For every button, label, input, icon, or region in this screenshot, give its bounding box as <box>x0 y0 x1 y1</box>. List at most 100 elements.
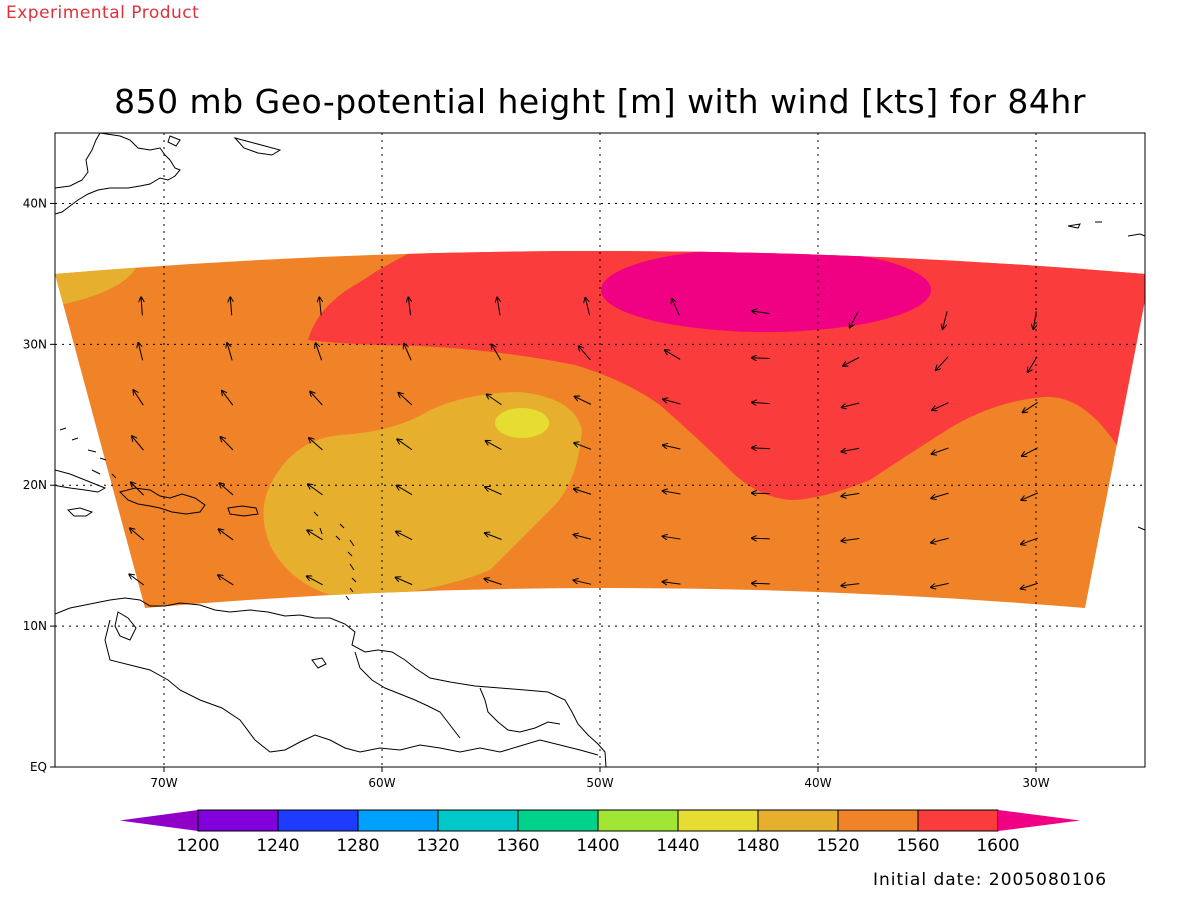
wind-arrow <box>404 344 412 361</box>
wind-arrow <box>579 346 591 361</box>
wind-vectors <box>129 297 1039 588</box>
guyana-boundary <box>479 687 561 733</box>
wind-arrow <box>398 393 413 406</box>
wind-arrow <box>574 535 592 540</box>
wind-arrow <box>487 394 502 406</box>
wind-arrow <box>492 345 502 361</box>
lon-label: 70W <box>150 776 177 790</box>
wind-arrow <box>752 311 770 314</box>
axis-labels: 70W 60W 50W 40W 30W 40N 30N 20N 10N EQ <box>23 196 1050 790</box>
colorbar-segment <box>517 809 599 832</box>
geopotential-field <box>55 251 1145 608</box>
wind-arrow <box>219 529 234 541</box>
wind-arrow <box>131 482 144 496</box>
south-america-interior <box>104 619 599 756</box>
wind-arrow <box>230 297 231 316</box>
river-boundary <box>354 651 461 739</box>
wind-arrow <box>943 311 948 328</box>
hispaniola-coast <box>119 487 206 515</box>
wind-arrow <box>932 447 949 454</box>
wind-arrow <box>663 582 681 584</box>
coastlines <box>55 133 1145 767</box>
wind-arrow <box>841 538 860 540</box>
colorbar-segment <box>917 809 999 832</box>
chart-title: 850 mb Geo-potential height [m] with win… <box>114 82 1086 121</box>
south-america-coast <box>55 597 607 767</box>
colorbar-segment <box>437 809 519 832</box>
lon-label: 50W <box>586 776 613 790</box>
wind-arrow <box>486 441 502 450</box>
lon-label: 30W <box>1022 776 1049 790</box>
jamaica-coast <box>66 507 94 517</box>
wind-arrow <box>485 487 502 495</box>
colorbar-label: 1560 <box>896 836 939 856</box>
north-america-coast <box>55 133 181 215</box>
initial-date-label: Initial date: 2005080106 <box>873 870 1108 890</box>
wind-arrow <box>129 574 145 586</box>
wind-arrow <box>842 402 860 407</box>
colorbar-segment <box>597 809 679 832</box>
wind-arrow <box>132 436 144 451</box>
wind-arrow <box>752 402 770 403</box>
wind-arrow <box>1021 492 1039 500</box>
wind-arrow <box>841 493 860 496</box>
colorbar-label: 1520 <box>816 836 859 856</box>
wind-arrow <box>222 391 234 406</box>
lon-label: 60W <box>368 776 395 790</box>
wind-arrow <box>319 297 321 316</box>
wind-arrow <box>227 343 233 361</box>
wind-arrow <box>1023 401 1038 412</box>
wind-arrow <box>752 358 770 359</box>
wind-arrow <box>663 399 681 405</box>
wind-arrow <box>316 343 323 361</box>
colorbar-segment <box>837 809 919 832</box>
wind-arrow <box>663 536 681 539</box>
field-1560-1600 <box>308 251 1145 500</box>
wind-arrow <box>307 576 323 586</box>
colorbar-label: 1240 <box>256 836 299 856</box>
wind-arrow <box>752 448 770 449</box>
eastern-islands <box>1067 221 1145 531</box>
wind-arrow <box>133 390 144 406</box>
colorbar-segment <box>197 809 279 832</box>
wind-arrow <box>752 583 770 584</box>
wind-arrow <box>665 350 681 360</box>
wind-arrow <box>932 402 949 410</box>
lat-label: 20N <box>23 478 47 492</box>
wind-arrow <box>1033 311 1036 329</box>
wind-arrow <box>843 357 860 365</box>
lat-label: 30N <box>23 337 47 351</box>
trinidad-coast <box>311 657 327 669</box>
wind-arrow <box>138 343 144 361</box>
lake-maracaibo <box>114 611 137 641</box>
wind-arrow <box>752 493 770 494</box>
lesser-antilles <box>313 511 357 601</box>
wind-arrow <box>396 577 413 586</box>
wind-arrow <box>574 580 592 585</box>
wind-arrow <box>485 579 502 585</box>
wind-arrow <box>850 311 859 328</box>
puerto-rico-coast <box>227 505 259 517</box>
wind-arrow <box>585 298 591 316</box>
colorbar-label: 1480 <box>736 836 779 856</box>
field-1480-1520-caribbean <box>263 392 582 598</box>
bahamas-coast <box>59 427 117 479</box>
wind-arrow <box>1022 447 1039 456</box>
colorbar-label: 1600 <box>976 836 1019 856</box>
lat-label: 10N <box>23 619 47 633</box>
wind-arrow <box>485 533 502 540</box>
wind-arrow <box>497 298 500 316</box>
wind-arrow <box>397 486 413 496</box>
colorbar-segment <box>757 809 839 832</box>
wind-arrow <box>218 575 234 586</box>
wind-arrow <box>672 299 680 316</box>
colorbar-segment <box>357 809 439 832</box>
wind-arrow <box>575 397 592 405</box>
wind-arrow <box>220 437 234 451</box>
wind-arrow <box>842 447 860 451</box>
colorbar-label: 1360 <box>496 836 539 856</box>
cuba-coast <box>55 469 107 493</box>
wind-arrow <box>841 584 860 586</box>
colorbar-label: 1320 <box>416 836 459 856</box>
wind-arrow <box>931 537 949 542</box>
